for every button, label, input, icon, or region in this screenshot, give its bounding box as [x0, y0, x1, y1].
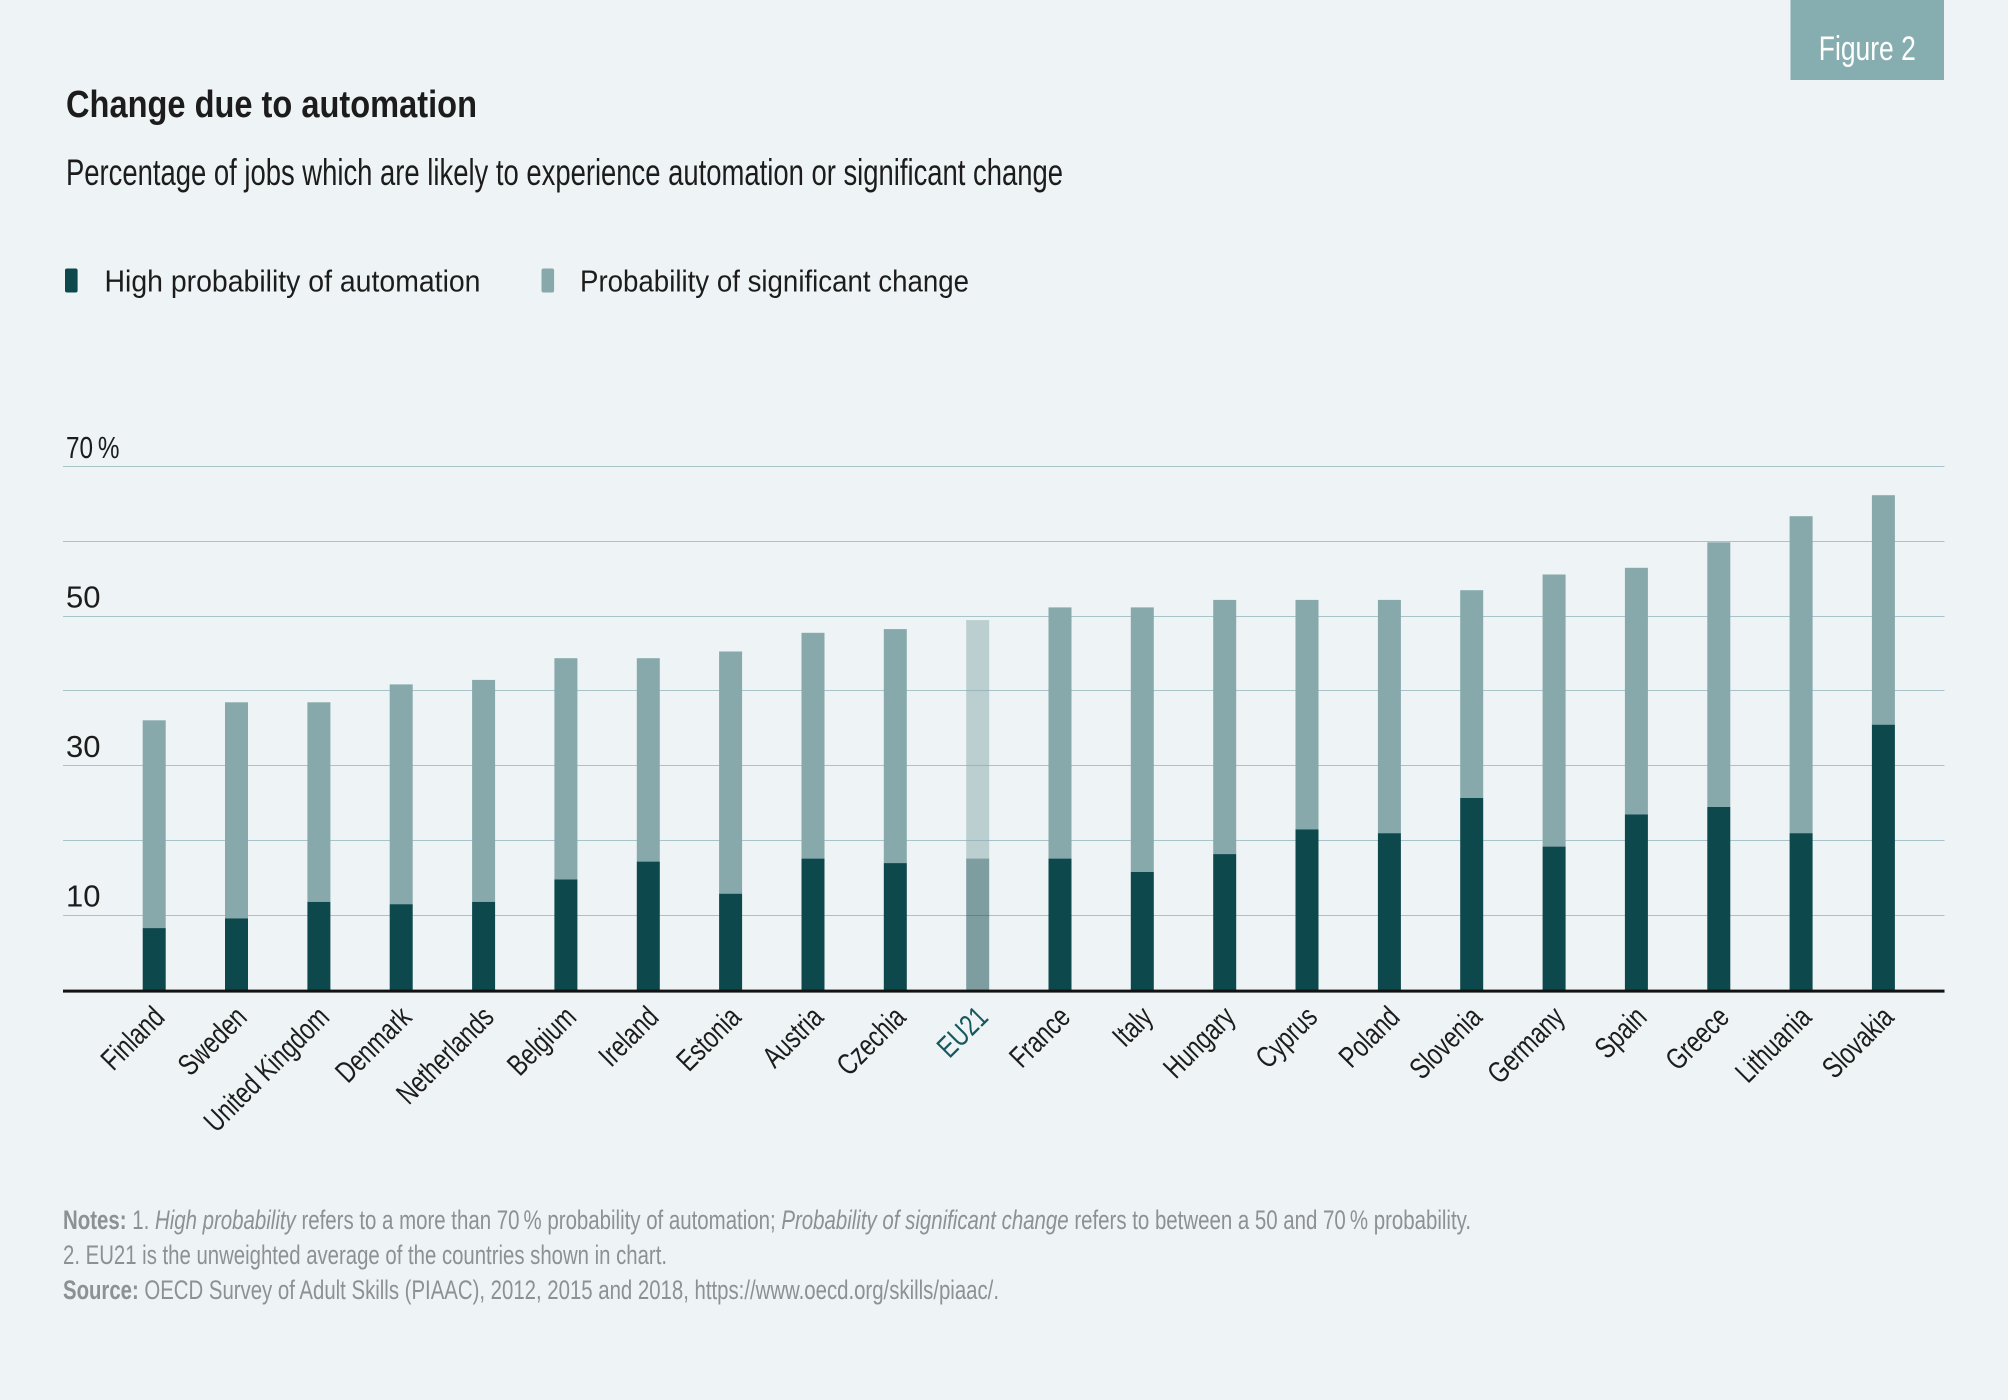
svg-text:Probability of significant cha: Probability of significant change: [781, 1205, 1068, 1235]
svg-text:Percentage of jobs which are l: Percentage of jobs which are likely to e…: [66, 152, 1063, 193]
svg-text:refers to a more than 70 % pro: refers to a more than 70 % probability o…: [301, 1205, 775, 1235]
svg-text:Change due to automation: Change due to automation: [66, 84, 477, 126]
svg-text:Probability of significant cha: Probability of significant change: [580, 264, 969, 299]
svg-text:Source:: Source:: [63, 1275, 139, 1305]
svg-text:30: 30: [66, 729, 100, 764]
svg-text:refers to between a 50 and 70: refers to between a 50 and 70 % probabil…: [1074, 1205, 1471, 1235]
svg-text:10: 10: [66, 878, 100, 913]
svg-text:50: 50: [66, 579, 100, 614]
svg-text:Notes:: Notes:: [63, 1205, 127, 1235]
svg-text:Figure 2: Figure 2: [1819, 30, 1916, 68]
svg-text:High probability of automation: High probability of automation: [105, 264, 481, 299]
svg-text:OECD Survey of Adult Skills (P: OECD Survey of Adult Skills (PIAAC), 201…: [144, 1275, 999, 1305]
svg-text:1.: 1.: [132, 1205, 149, 1235]
svg-text:High probability: High probability: [155, 1205, 297, 1235]
svg-text:2. EU21 is the unweighted aver: 2. EU21 is the unweighted average of the…: [63, 1240, 667, 1270]
svg-text:70 %: 70 %: [66, 430, 120, 465]
